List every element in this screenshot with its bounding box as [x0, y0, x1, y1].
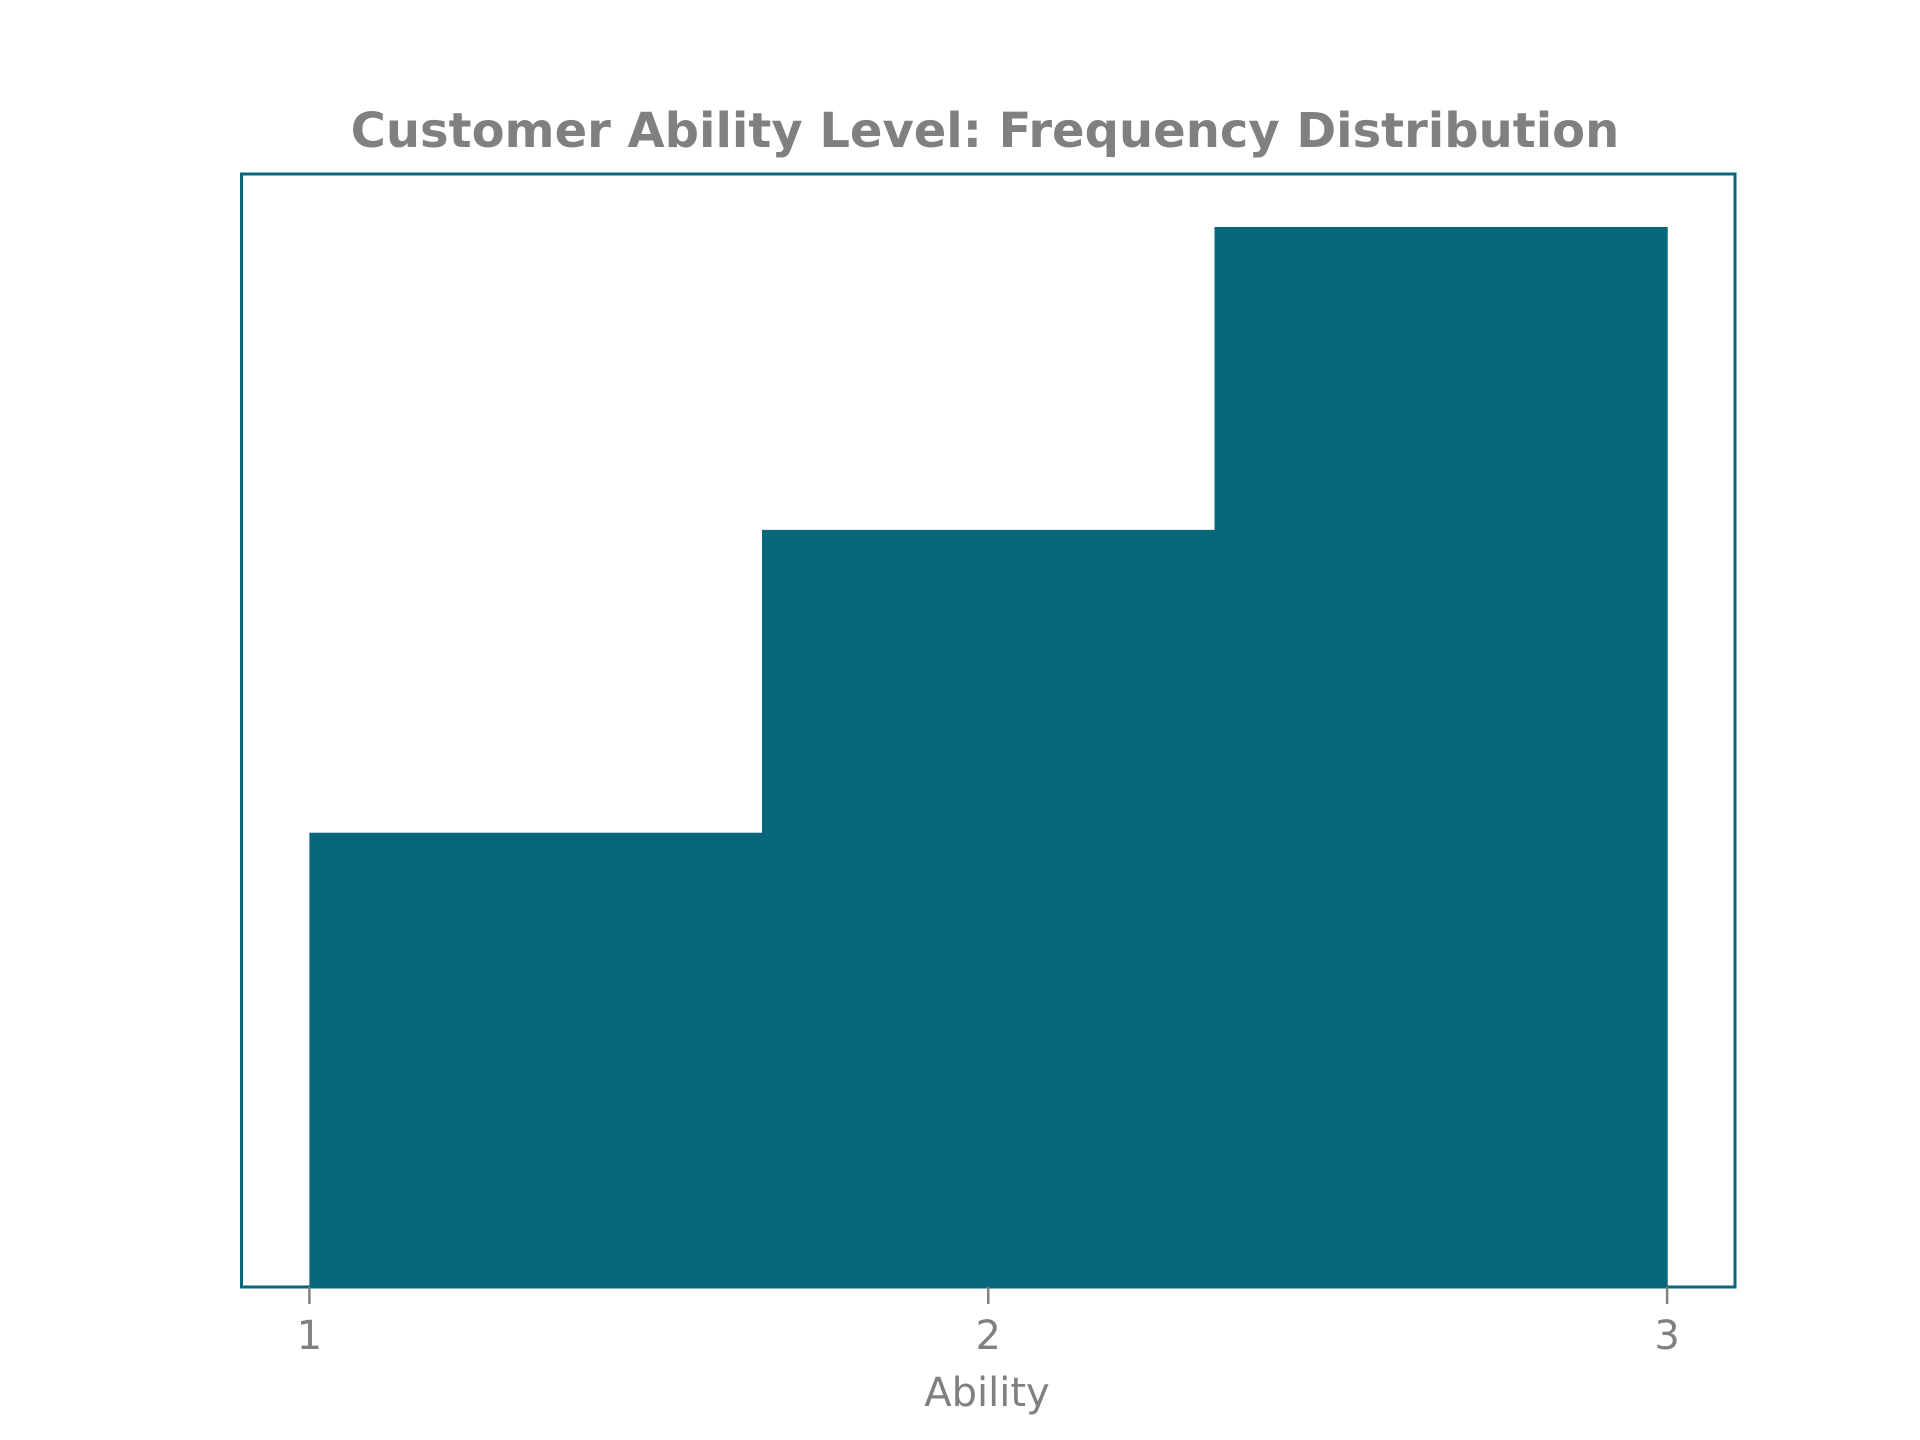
bars-group	[309, 227, 1668, 1287]
x-tick-label-3: 3	[1654, 1313, 1679, 1359]
x-tick-label-1: 1	[297, 1313, 322, 1359]
chart-title: Customer Ability Level: Frequency Distri…	[351, 103, 1620, 159]
histogram-bar-3	[1214, 227, 1668, 1287]
histogram-bar-2	[761, 529, 1216, 1287]
x-ticks-group: 1 2 3	[297, 1287, 1680, 1359]
x-axis-label: Ability	[924, 1370, 1049, 1416]
histogram-bar-1	[309, 832, 763, 1287]
x-tick-label-2: 2	[976, 1313, 1001, 1359]
